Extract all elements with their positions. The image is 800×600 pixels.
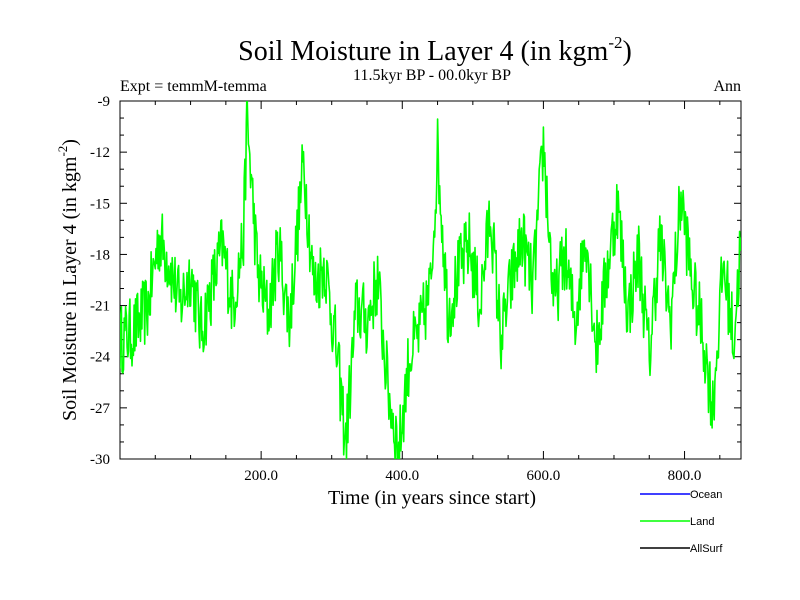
y-tick-label: -30 [90, 452, 110, 468]
expt-label: Expt = temmM-temma [120, 78, 267, 95]
y-axis-label-close: ) [59, 139, 81, 146]
y-tick-label: -24 [90, 350, 110, 366]
series-layer [120, 101, 741, 459]
y-axis-label: Soil Moisture in Layer 4 (in kgm-2) [55, 139, 81, 421]
x-axis-label: Time (in years since start) [328, 487, 536, 509]
y-axis-label-sup: -2 [55, 146, 70, 157]
y-tick-label: -18 [90, 247, 110, 263]
chart-title: Soil Moisture in Layer 4 (in kgm-2) [238, 33, 632, 67]
legend-label-land: Land [690, 516, 714, 528]
plot-frame [119, 100, 742, 460]
chart-title-main: Soil Moisture in Layer 4 (in kgm [238, 36, 608, 67]
x-tick-label: 600.0 [527, 468, 561, 484]
legend-label-allsurf: AllSurf [690, 543, 723, 555]
series-line-land [120, 101, 741, 459]
y-axis-label-main: Soil Moisture in Layer 4 (in kgm [59, 156, 81, 421]
y-tick-label: -9 [98, 94, 111, 110]
legend-label-ocean: Ocean [690, 489, 722, 501]
y-tick-label: -27 [90, 401, 110, 417]
season-label: Ann [713, 78, 741, 95]
legend: Ocean Land AllSurf [640, 489, 723, 555]
x-tick-label: 200.0 [244, 468, 278, 484]
x-tick-label: 800.0 [668, 468, 702, 484]
x-tick-label: 400.0 [385, 468, 419, 484]
y-tick-label: -21 [90, 299, 110, 315]
period-subtitle: 11.5kyr BP - 00.0kyr BP [353, 67, 511, 84]
y-axis-ticks: -9 -12 -15 -18 -21 -24 -27 -30 [90, 94, 741, 468]
chart-title-sup: -2 [608, 33, 622, 52]
chart-title-close: ) [623, 36, 632, 67]
x-axis-ticks: 200.0 400.0 600.0 800.0 [154, 101, 721, 484]
y-tick-label: -12 [90, 145, 110, 161]
y-tick-label: -15 [90, 196, 110, 212]
